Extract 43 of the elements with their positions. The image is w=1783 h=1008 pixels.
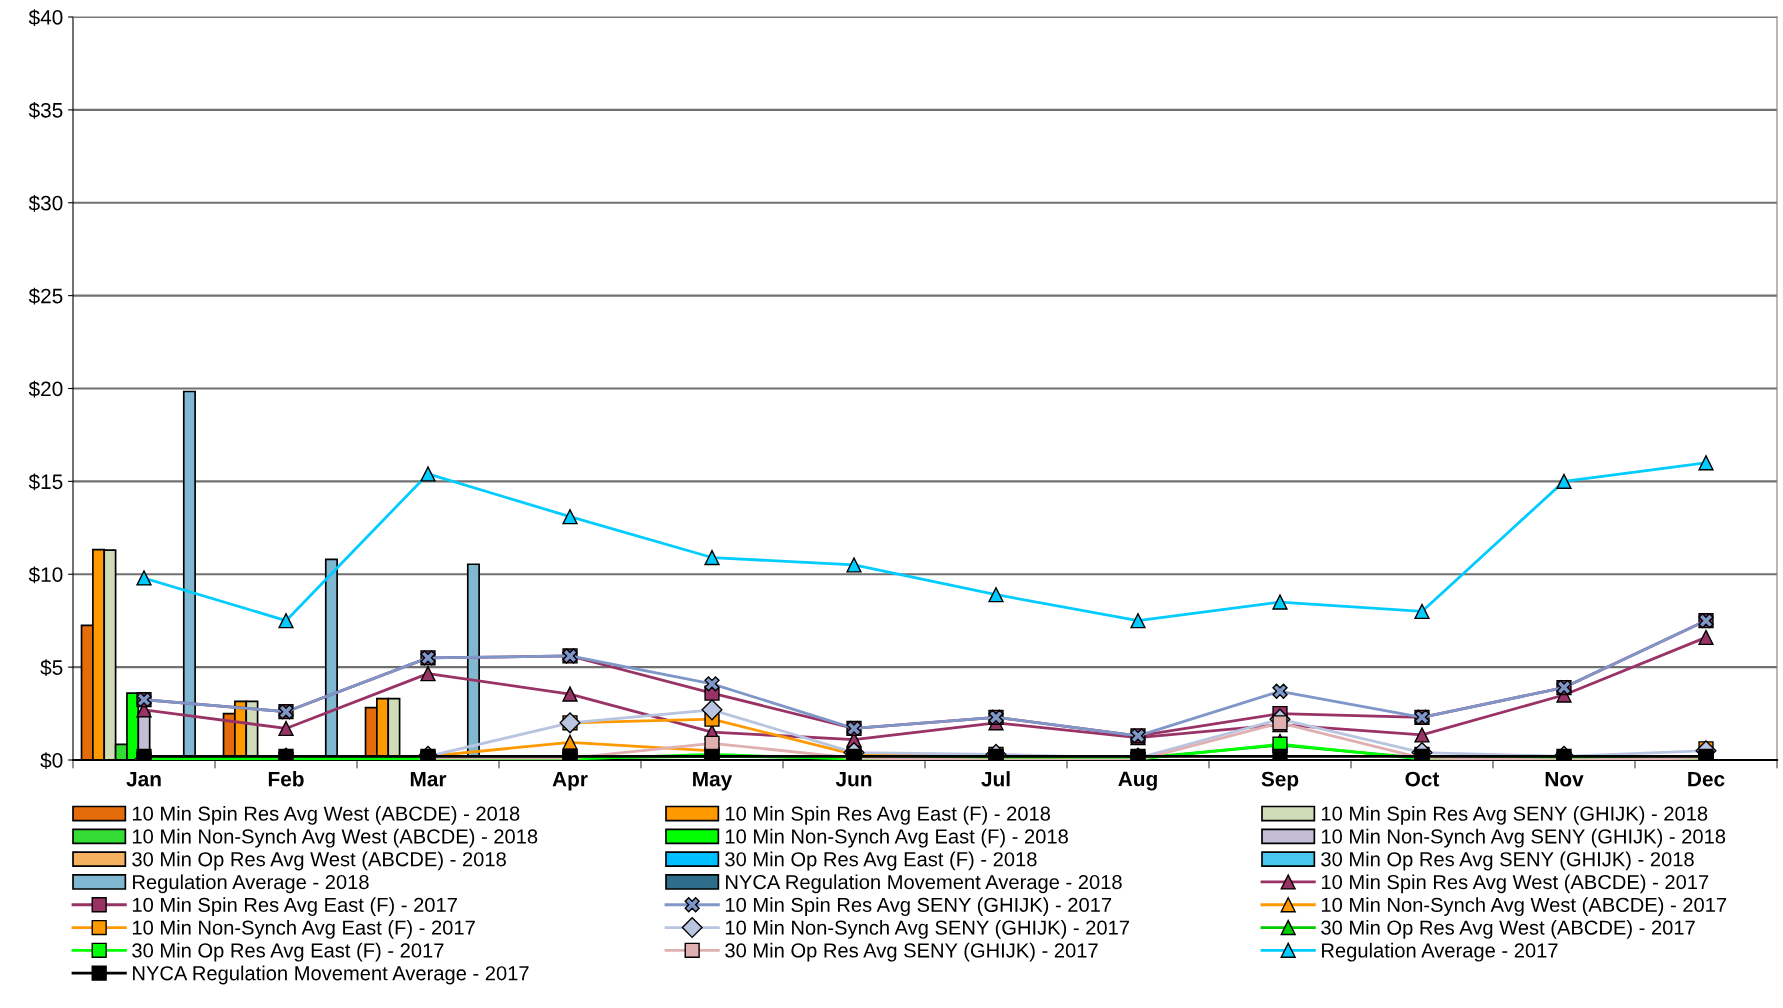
legend-label: 10 Min Non-Synch Avg West (ABCDE) - 2017 (1321, 897, 1727, 916)
legend-label: 30 Min Op Res Avg SENY (GHIJK) - 2017 (725, 942, 1098, 962)
x-tick-label: Sep (1261, 771, 1299, 791)
legend-label: 10 Min Spin Res Avg SENY (GHIJK) - 2017 (725, 897, 1112, 916)
y-tick-label: $10 (28, 566, 63, 584)
legend-label: 30 Min Op Res Avg East (F) - 2018 (725, 851, 1037, 871)
legend-label: 10 Min Spin Res Avg West (ABCDE) - 2018 (132, 806, 520, 825)
x-tick-label: Apr (552, 771, 588, 791)
y-tick-label: $40 (28, 9, 63, 26)
legend-label: Regulation Average - 2017 (1322, 942, 1558, 962)
x-tick-label: Jun (835, 771, 872, 787)
x-tick-label: Jan (126, 771, 161, 787)
legend-label: NYCA Regulation Movement Average - 2017 (133, 965, 529, 985)
x-tick-label: Nov (1545, 771, 1584, 787)
x-tick-label: Dec (1688, 771, 1725, 787)
x-tick-label: Mar (410, 771, 447, 787)
x-tick-label: Oct (1405, 771, 1440, 787)
legend-label: 30 Min Op Res Avg West (ABCDE) - 2017 (1321, 920, 1695, 939)
legend-label: 10 Min Non-Synch Avg SENY (GHIJK) - 2017 (725, 920, 1129, 939)
y-tick-label: $25 (28, 287, 63, 305)
legend-label: 10 Min Spin Res Avg West (ABCDE) - 2017 (1321, 874, 1709, 894)
y-tick-label: $5 (40, 659, 63, 677)
legend-label: 10 Min Non-Synch Avg East (F) - 2018 (725, 828, 1068, 848)
legend-label: Regulation Average - 2018 (133, 874, 369, 894)
y-tick-label: $0 (40, 752, 63, 769)
legend-label: 10 Min Spin Res Avg East (F) - 2017 (132, 897, 457, 916)
y-tick-label: $20 (28, 380, 63, 398)
legend-label: 10 Min Spin Res Avg SENY (GHIJK) - 2018 (1321, 806, 1708, 825)
x-tick-label: Aug (1118, 771, 1157, 791)
legend-label: 30 Min Op Res Avg East (F) - 2017 (132, 942, 444, 962)
legend-label: 10 Min Non-Synch Avg East (F) - 2017 (132, 920, 475, 939)
y-tick-label: $15 (28, 473, 63, 491)
legend-label: 30 Min Op Res Avg West (ABCDE) - 2018 (132, 851, 506, 871)
x-tick-label: May (693, 771, 733, 791)
legend-label: NYCA Regulation Movement Average - 2018 (726, 874, 1122, 894)
legend-label: 10 Min Non-Synch Avg SENY (GHIJK) - 2018 (1321, 828, 1726, 848)
x-tick-label: Jul (981, 771, 1010, 787)
y-tick-label: $35 (28, 102, 63, 119)
legend-label: 10 Min Non-Synch Avg West (ABCDE) - 2018 (132, 828, 538, 848)
y-tick-label: $30 (28, 194, 63, 212)
legend-label: 30 Min Op Res Avg SENY (GHIJK) - 2018 (1321, 851, 1694, 871)
legend-label: 10 Min Spin Res Avg East (F) - 2018 (725, 806, 1051, 825)
x-tick-label: Feb (268, 771, 304, 787)
